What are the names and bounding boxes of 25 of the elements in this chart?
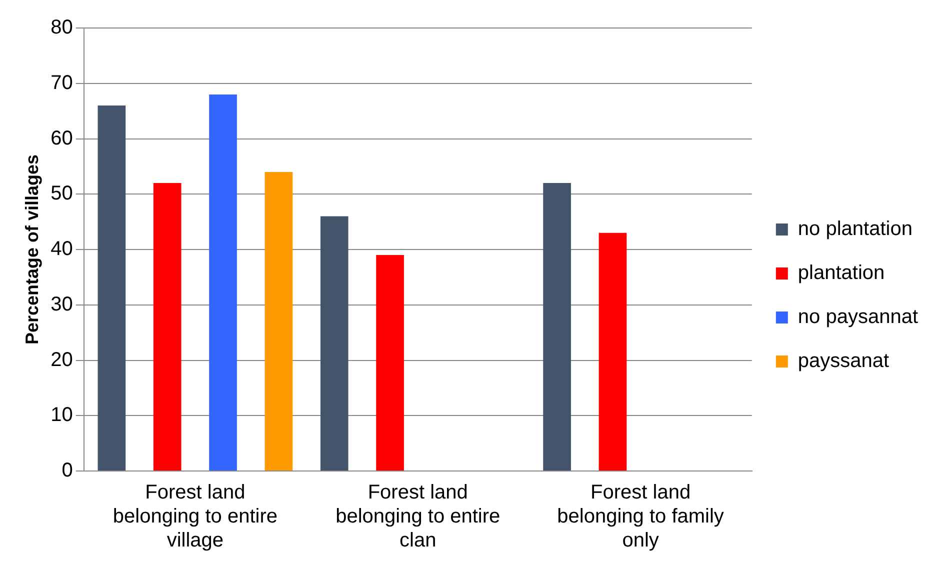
y-tick-label: 70 — [50, 72, 73, 94]
legend-label: payssanat — [798, 350, 890, 372]
bar — [98, 106, 126, 470]
y-tick-label: 0 — [62, 460, 73, 482]
x-tick-label: Forest land belonging to family only — [557, 482, 724, 552]
legend-label: plantation — [798, 262, 885, 284]
y-axis-title: Percentage of villages — [22, 154, 42, 345]
legend-label: no paysannat — [798, 306, 918, 328]
bar — [543, 183, 571, 470]
y-tick-label: 60 — [50, 127, 73, 150]
y-tick-label: 80 — [50, 16, 73, 39]
x-tick-label: Forest land belonging to entire clan — [336, 482, 500, 552]
y-tick-label: 30 — [50, 293, 73, 316]
x-tick-label: Forest land belonging to entire village — [112, 482, 278, 552]
bar — [264, 172, 293, 470]
bar — [320, 216, 348, 470]
bar — [598, 232, 627, 470]
y-tick-label: 10 — [50, 404, 73, 426]
y-tick-label: 20 — [50, 348, 73, 371]
y-tick-label: 50 — [50, 182, 73, 205]
bar — [376, 255, 404, 470]
bar — [209, 94, 237, 470]
legend-label: no plantation — [798, 218, 912, 240]
bar — [153, 183, 182, 470]
y-tick-label: 40 — [50, 238, 73, 260]
